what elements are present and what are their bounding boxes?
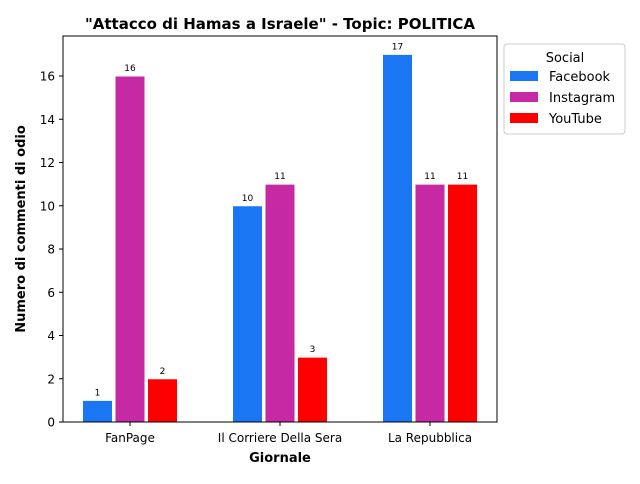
x-axis-label: Giornale bbox=[249, 451, 311, 466]
chart-title: "Attacco di Hamas a Israele" - Topic: PO… bbox=[85, 15, 475, 33]
data-label-youtube-la-repubblica: 11 bbox=[457, 172, 468, 182]
y-tick-label-16: 16 bbox=[40, 70, 55, 84]
x-tick-label-la-repubblica: La Repubblica bbox=[388, 431, 472, 445]
x-tick-label-il-corriere-della-sera: Il Corriere Della Sera bbox=[218, 431, 342, 445]
bar-facebook-la-repubblica bbox=[382, 53, 413, 423]
bar-facebook-fanpage bbox=[82, 399, 113, 423]
bar-instagram-la-repubblica bbox=[414, 183, 446, 423]
y-tick-label-6: 6 bbox=[47, 286, 55, 300]
data-label-facebook-la-repubblica: 17 bbox=[392, 42, 403, 52]
data-label-instagram-la-repubblica: 11 bbox=[424, 172, 435, 182]
bar-instagram-fanpage bbox=[114, 75, 146, 423]
legend-swatch-youtube bbox=[510, 113, 538, 123]
y-tick-label-0: 0 bbox=[47, 416, 55, 430]
legend-title: Social bbox=[546, 51, 585, 66]
data-label-instagram-fanpage: 16 bbox=[124, 64, 136, 74]
y-tick-label-2: 2 bbox=[47, 372, 55, 386]
bar-youtube-la-repubblica bbox=[447, 183, 478, 423]
plot-frame bbox=[62, 35, 498, 423]
data-label-instagram-il-corriere-della-sera: 11 bbox=[274, 172, 285, 182]
data-label-youtube-il-corriere-della-sera: 3 bbox=[310, 345, 316, 355]
y-axis: 0 2 4 6 8 10 12 14 16 bbox=[40, 70, 63, 430]
bar-facebook-il-corriere-della-sera bbox=[232, 205, 263, 423]
y-tick-label-12: 12 bbox=[40, 156, 55, 170]
y-tick-label-4: 4 bbox=[47, 329, 55, 343]
y-axis-label: Numero di commenti di odio bbox=[14, 125, 29, 333]
bar-youtube-fanpage bbox=[147, 378, 178, 423]
data-label-youtube-fanpage: 2 bbox=[160, 367, 166, 377]
x-axis: FanPage Il Corriere Della Sera La Repubbli… bbox=[105, 422, 472, 445]
legend-swatch-facebook bbox=[510, 71, 538, 81]
legend-frame bbox=[503, 43, 626, 135]
legend-items: Facebook Instagram YouTube bbox=[510, 70, 615, 127]
bars-layer bbox=[82, 53, 478, 423]
y-tick-label-10: 10 bbox=[40, 199, 55, 213]
data-label-facebook-il-corriere-della-sera: 10 bbox=[242, 194, 254, 204]
legend-label-youtube: YouTube bbox=[548, 112, 602, 127]
legend: Social Facebook Instagram YouTube bbox=[503, 43, 626, 135]
y-tick-label-14: 14 bbox=[40, 113, 55, 127]
bar-youtube-il-corriere-della-sera bbox=[297, 356, 328, 423]
data-label-facebook-fanpage: 1 bbox=[95, 388, 101, 398]
y-tick-label-8: 8 bbox=[47, 243, 55, 257]
bar-instagram-il-corriere-della-sera bbox=[264, 183, 296, 423]
x-tick-label-fanpage: FanPage bbox=[105, 431, 155, 445]
legend-swatch-instagram bbox=[510, 92, 538, 102]
legend-label-facebook: Facebook bbox=[549, 70, 611, 85]
legend-label-instagram: Instagram bbox=[549, 91, 615, 106]
data-labels-layer: 1 16 2 10 11 3 17 11 11 bbox=[95, 42, 469, 398]
